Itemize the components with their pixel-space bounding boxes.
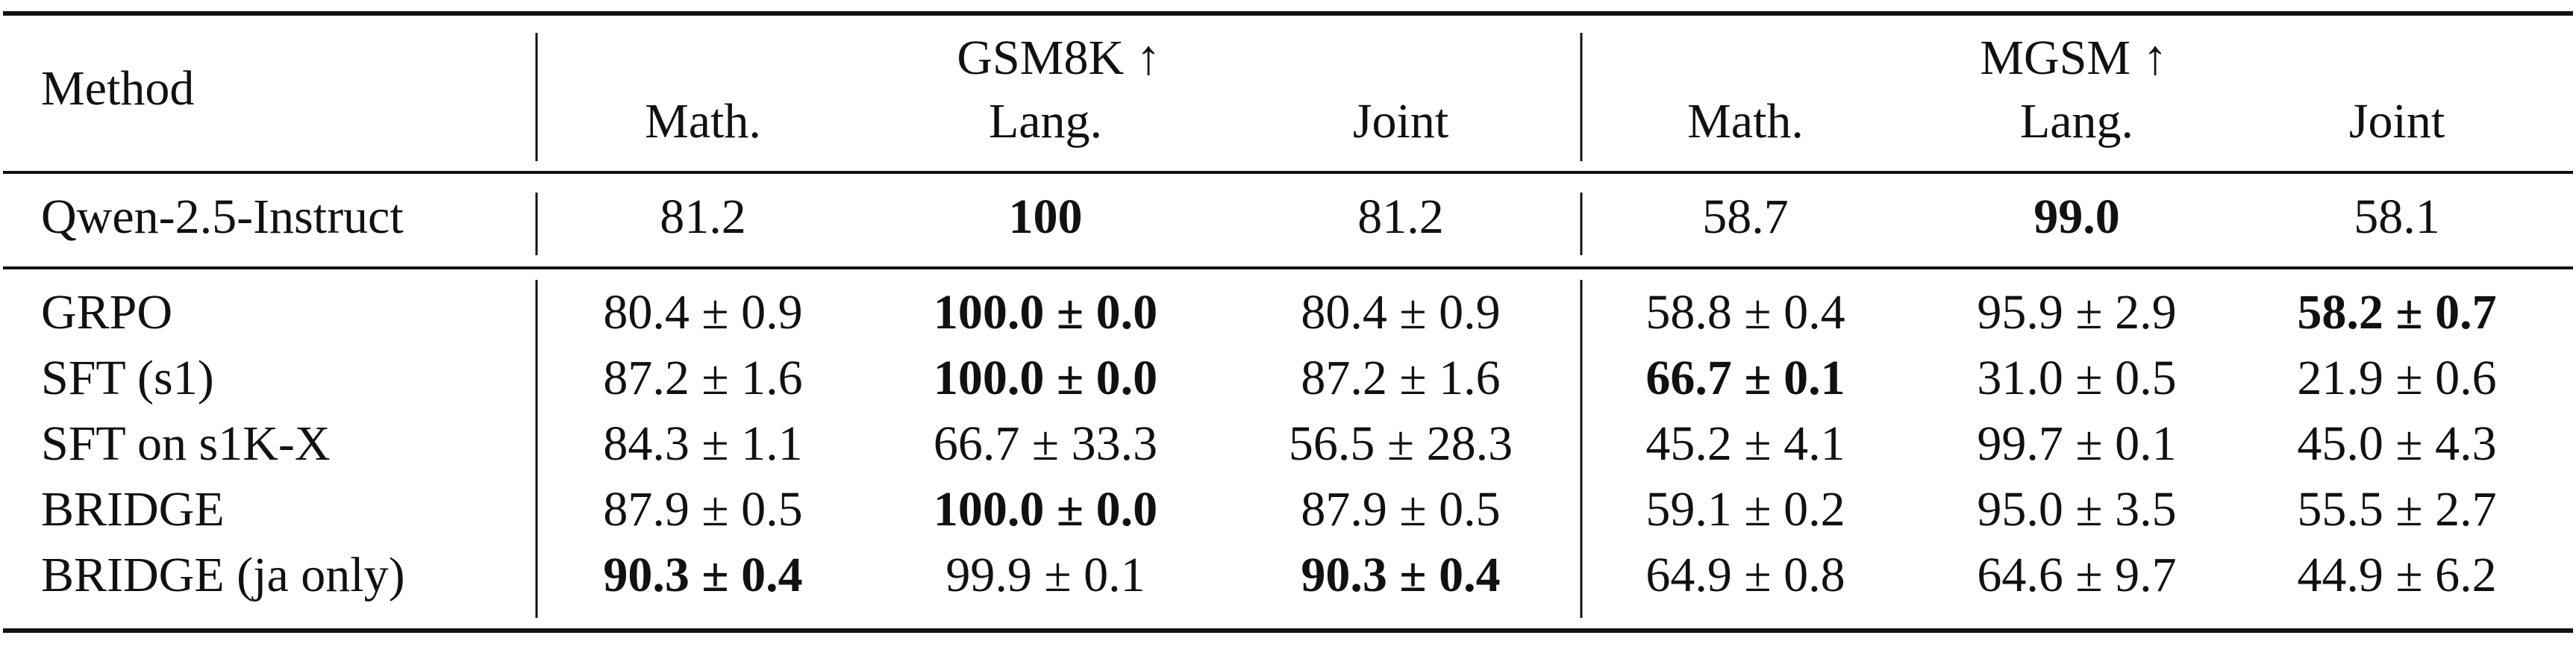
column-header: Joint — [2349, 94, 2445, 149]
cell: 99.7 ± 0.1 — [1977, 416, 2176, 471]
cell: 99.0 — [2033, 190, 2120, 244]
cell: 100.0 ± 0.0 — [934, 482, 1157, 537]
row-method: GRPO — [41, 285, 172, 340]
cell: 59.1 ± 0.2 — [1645, 482, 1845, 537]
row-method: BRIDGE (ja only) — [41, 548, 405, 602]
cell: 64.9 ± 0.8 — [1645, 548, 1845, 602]
cell: 95.0 ± 3.5 — [1977, 482, 2176, 537]
cell: 55.5 ± 2.7 — [2297, 482, 2496, 537]
row-method: BRIDGE — [41, 482, 225, 537]
cell: 90.3 ± 0.4 — [1301, 548, 1500, 602]
cell: 81.2 — [1357, 190, 1444, 244]
cell: 44.9 ± 6.2 — [2297, 548, 2496, 602]
cell: 45.2 ± 4.1 — [1645, 416, 1845, 471]
cell: 95.9 ± 2.9 — [1977, 285, 2176, 340]
cell: 66.7 ± 0.1 — [1645, 351, 1845, 405]
column-header: Joint — [1353, 94, 1448, 149]
cell: 80.4 ± 0.9 — [603, 285, 802, 340]
cell: 31.0 ± 0.5 — [1977, 351, 2176, 405]
cell: 80.4 ± 0.9 — [1301, 285, 1500, 340]
cell: 87.9 ± 0.5 — [1301, 482, 1500, 537]
cell: 87.9 ± 0.5 — [603, 482, 802, 537]
cell: 100.0 ± 0.0 — [934, 285, 1157, 340]
row-method: SFT (s1) — [41, 351, 214, 405]
column-header: Math. — [645, 94, 761, 149]
cell: 58.7 — [1702, 190, 1789, 244]
cell: 66.7 ± 33.3 — [934, 416, 1157, 471]
cell: 81.2 — [660, 190, 746, 244]
cell: 87.2 ± 1.6 — [603, 351, 802, 405]
cell: 58.2 ± 0.7 — [2297, 285, 2496, 340]
column-header: Math. — [1687, 94, 1804, 149]
cell: 58.1 — [2354, 190, 2440, 244]
group-header: GSM8K ↑ — [957, 31, 1160, 85]
cell: 84.3 ± 1.1 — [603, 416, 802, 471]
cell: 90.3 ± 0.4 — [603, 548, 802, 602]
cell: 56.5 ± 28.3 — [1289, 416, 1513, 471]
method-header: Method — [41, 61, 194, 116]
column-header: Lang. — [989, 94, 1102, 149]
row-method: Qwen-2.5-Instruct — [41, 190, 404, 244]
cell: 45.0 ± 4.3 — [2297, 416, 2496, 471]
column-separators — [535, 33, 1583, 618]
group-header: MGSM ↑ — [1980, 31, 2167, 85]
row-method: SFT on s1K-X — [41, 416, 331, 471]
cell: 100 — [1009, 190, 1083, 244]
cell: 99.9 ± 0.1 — [945, 548, 1145, 602]
cell: 21.9 ± 0.6 — [2297, 351, 2496, 405]
cell: 87.2 ± 1.6 — [1301, 351, 1500, 405]
column-header: Lang. — [2020, 94, 2133, 149]
cell: 100.0 ± 0.0 — [934, 351, 1157, 405]
cell: 58.8 ± 0.4 — [1645, 285, 1845, 340]
cell: 64.6 ± 9.7 — [1977, 548, 2176, 602]
